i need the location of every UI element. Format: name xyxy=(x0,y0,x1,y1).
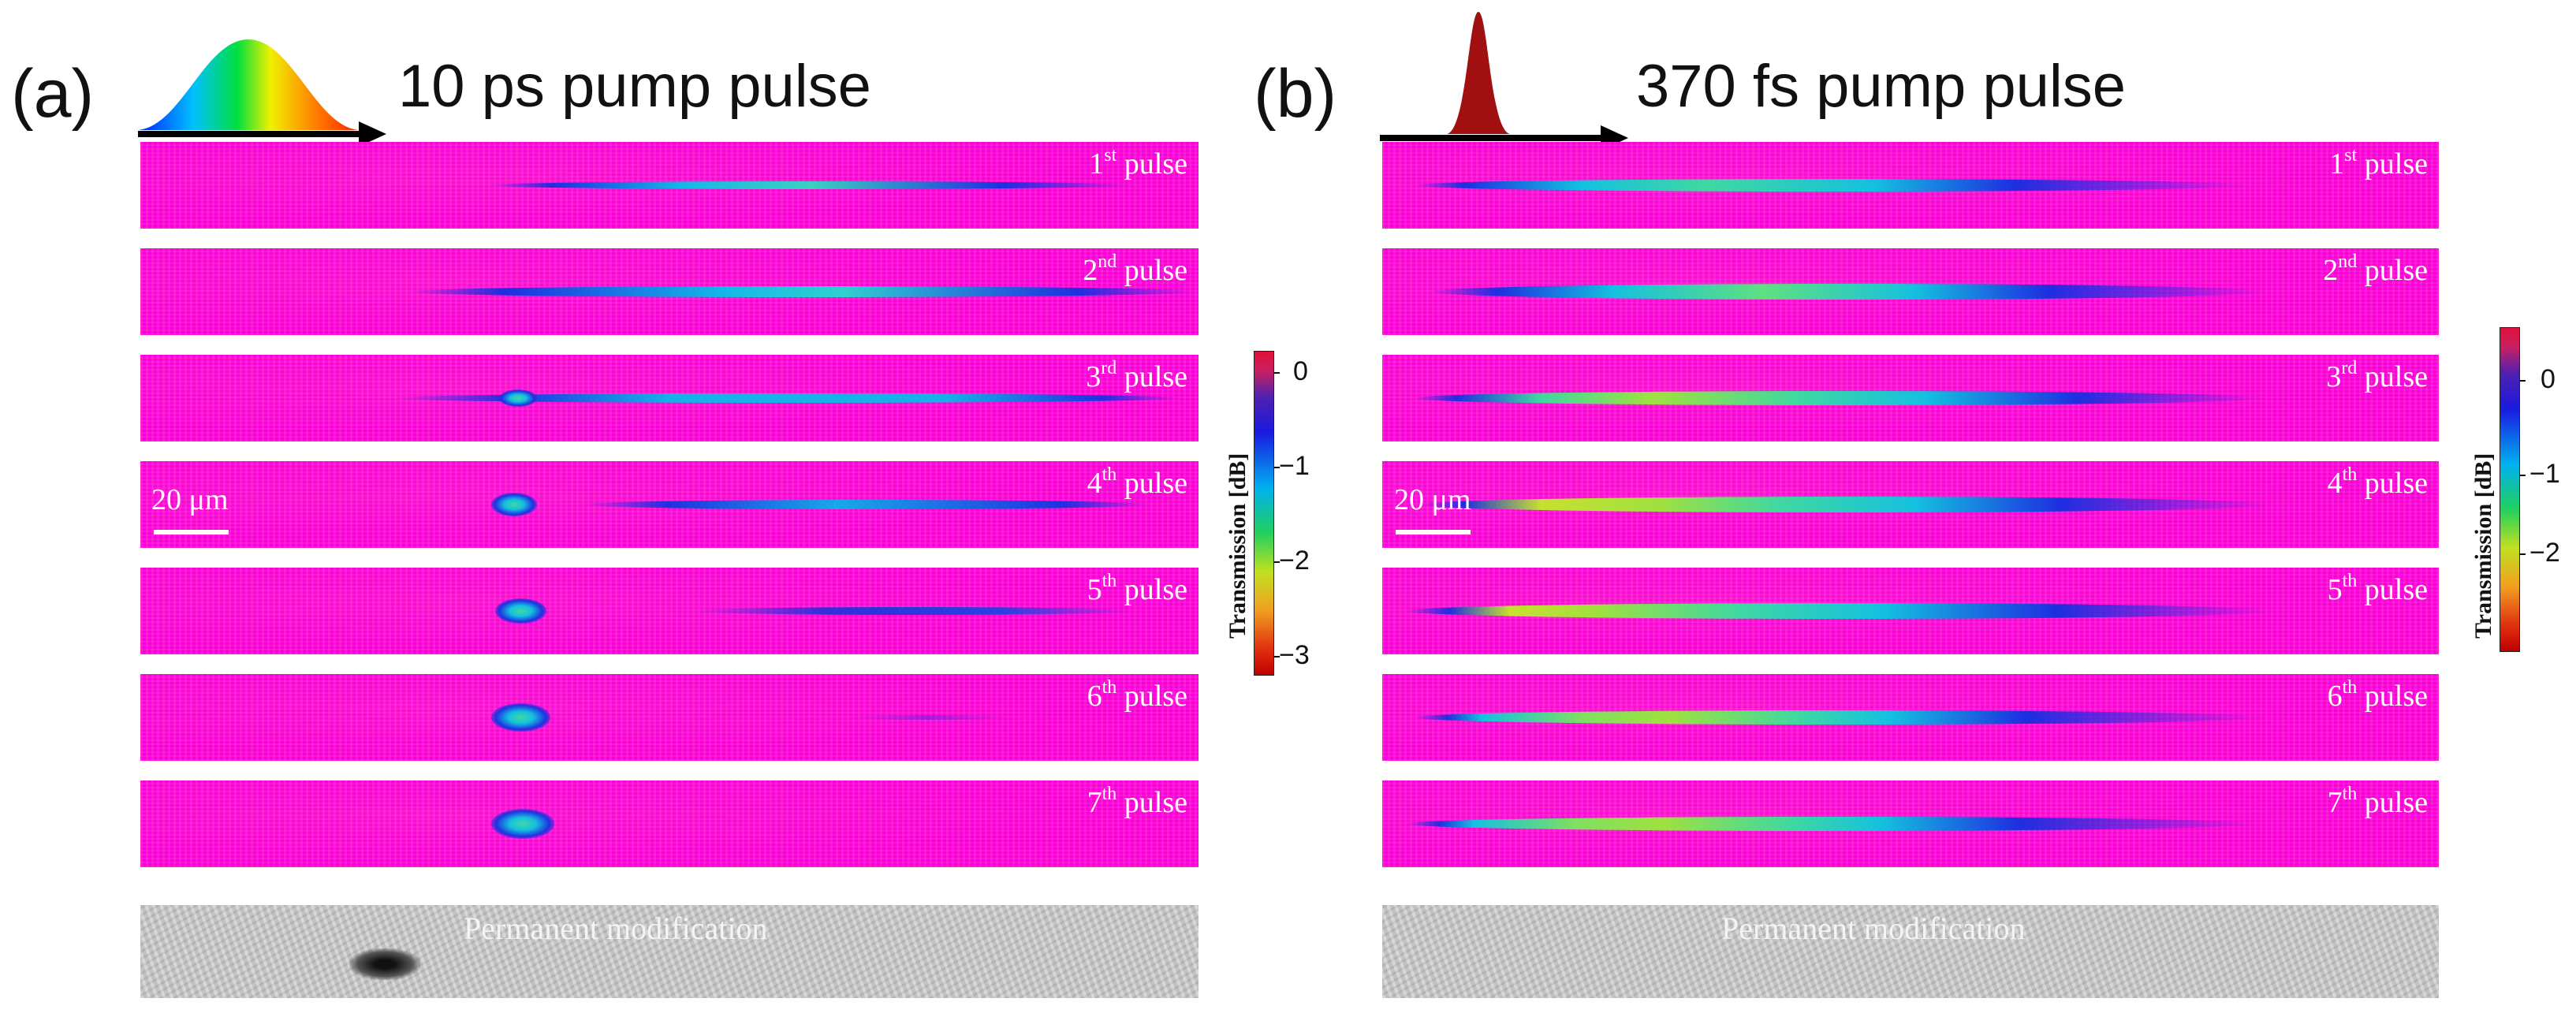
panel-b-tickmark-1 xyxy=(2519,475,2526,476)
panel-a-pulse-image-1: 1st pulse xyxy=(140,142,1199,229)
panel-b-pulse-label-1: 1st pulse xyxy=(2329,145,2428,181)
panel-b-pulse-image-4: 4th pulse xyxy=(1382,461,2439,548)
panel-a-tick-2: −2 xyxy=(1279,546,1310,576)
panel-b-pulse-label-3: 3rd pulse xyxy=(2326,358,2428,393)
panel-b-pulse-image-2: 2nd pulse xyxy=(1382,248,2439,335)
panel-b-tickmark-0 xyxy=(2519,380,2526,382)
panel-a-pulse-label-4: 4th pulse xyxy=(1087,464,1187,500)
panel-a-tickmark-3 xyxy=(1273,656,1280,658)
panel-b-pulse-label-5: 5th pulse xyxy=(2327,571,2428,606)
panel-b-pulse-image-3: 3rd pulse xyxy=(1382,355,2439,441)
panel-a-tickmark-2 xyxy=(1273,561,1280,563)
panel-a-permanent-modification: Permanent modification xyxy=(140,905,1199,998)
panel-b-title: 370 fs pump pulse xyxy=(1636,53,2127,120)
panel-a-pulse-label-1: 1st pulse xyxy=(1089,145,1187,181)
panel-a-colorbar xyxy=(1254,351,1274,676)
noise-texture xyxy=(140,780,1199,867)
panel-a-pulse-icon xyxy=(138,39,386,147)
panel-b-colorbar xyxy=(2500,327,2520,652)
panel-b-pulse-label-6: 6th pulse xyxy=(2327,677,2428,713)
panel-b-filament-1 xyxy=(1414,179,2250,192)
panel-b-pulse-image-1: 1st pulse xyxy=(1382,142,2439,229)
panel-a-damage-spot-7 xyxy=(491,809,554,839)
panel-b-filament-7 xyxy=(1406,817,2257,831)
panel-b-tick-0: 0 xyxy=(2541,364,2555,394)
panel-a-pulse-image-3: 3rd pulse xyxy=(140,355,1199,441)
panel-b-pulse-label-2: 2nd pulse xyxy=(2323,251,2428,287)
panel-a-letter: (a) xyxy=(11,56,95,132)
panel-a-pulse-label-7: 7th pulse xyxy=(1087,784,1187,819)
panel-a-pulse-image-6: 6th pulse xyxy=(140,674,1199,761)
panel-a-filament-2 xyxy=(408,286,1197,297)
panel-b-pulse-image-5: 5th pulse xyxy=(1382,568,2439,654)
panel-a-filament-7 xyxy=(850,822,858,825)
panel-b-tick-2: −2 xyxy=(2529,538,2560,568)
panel-b-filament-4 xyxy=(1422,497,2273,512)
panel-a-tickmark-0 xyxy=(1273,372,1280,374)
panel-a-pulse-label-6: 6th pulse xyxy=(1087,677,1187,713)
panel-a-scale-bar xyxy=(154,530,229,535)
panel-a-filament-5 xyxy=(692,607,1134,615)
panel-b-scale-bar xyxy=(1396,530,1471,535)
panel-a-tick-1: −1 xyxy=(1279,451,1310,481)
panel-b-pulse-image-7: 7th pulse xyxy=(1382,780,2439,867)
panel-a-pulse-image-4: 4th pulse xyxy=(140,461,1199,548)
panel-b-colorbar-title: Transmission [dB] xyxy=(2470,453,2496,639)
panel-b-pulse-label-7: 7th pulse xyxy=(2327,784,2428,819)
panel-a-tickmark-1 xyxy=(1273,467,1280,468)
panel-a-tick-3: −3 xyxy=(1279,640,1310,670)
panel-b-filament-6 xyxy=(1414,710,2265,725)
panel-a-damage-spot-3 xyxy=(499,389,537,407)
panel-b-perm-label: Permanent modification xyxy=(1721,911,2026,946)
noise-texture xyxy=(140,674,1199,761)
panel-a-filament-1 xyxy=(487,181,1134,189)
panel-a-damage-spot-6 xyxy=(491,703,550,732)
panel-b-tick-1: −1 xyxy=(2529,459,2560,489)
panel-b-letter: (b) xyxy=(1254,56,1337,132)
panel-a-title: 10 ps pump pulse xyxy=(398,53,871,120)
panel-a-damage-spot-5 xyxy=(495,598,546,624)
panel-b-scale-label: 20 μm xyxy=(1394,483,1471,516)
panel-a-damage-spot xyxy=(349,948,420,980)
panel-b-filament-3 xyxy=(1414,391,2265,405)
panel-a-filament-3 xyxy=(393,393,1181,403)
panel-b-pulse-label-4: 4th pulse xyxy=(2327,464,2428,500)
panel-b-tickmark-2 xyxy=(2519,553,2526,555)
panel-a-pulse-image-7: 7th pulse xyxy=(140,780,1199,867)
panel-a-pulse-image-5: 5th pulse xyxy=(140,568,1199,654)
panel-a-pulse-label-3: 3rd pulse xyxy=(1086,358,1187,393)
panel-b-permanent-modification: Permanent modification xyxy=(1382,905,2439,998)
panel-a-filament-4 xyxy=(582,500,1150,509)
panel-a-pulse-image-2: 2nd pulse xyxy=(140,248,1199,335)
panel-a-pulse-label-2: 2nd pulse xyxy=(1083,251,1187,287)
panel-a-tick-0: 0 xyxy=(1293,356,1308,386)
panel-a-perm-label: Permanent modification xyxy=(464,911,768,946)
panel-a-filament-6 xyxy=(850,715,1008,720)
panel-b-filament-5 xyxy=(1406,603,2273,619)
panel-b-pulse-icon xyxy=(1380,12,1628,151)
panel-a-scale-label: 20 μm xyxy=(151,483,229,516)
panel-b-filament-2 xyxy=(1430,284,2265,300)
panel-b-pulse-image-6: 6th pulse xyxy=(1382,674,2439,761)
panel-a-pulse-label-5: 5th pulse xyxy=(1087,571,1187,606)
panel-a-damage-spot-4 xyxy=(491,493,537,516)
panel-a-colorbar-title: Transmission [dB] xyxy=(1225,453,1251,639)
